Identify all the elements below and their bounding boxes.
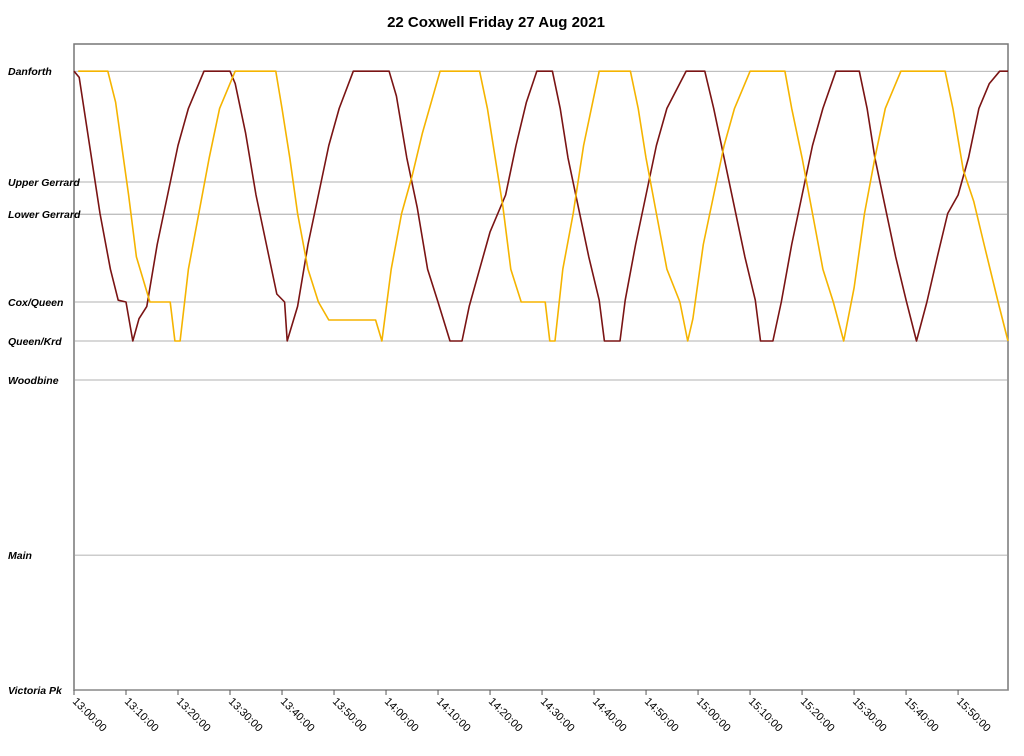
y-tick-label: Victoria Pk <box>8 685 63 697</box>
x-tick-label: 15:30:00 <box>850 696 889 735</box>
x-tick-label: 13:30:00 <box>226 696 265 735</box>
y-tick-label: Woodbine <box>8 375 59 387</box>
x-tick-label: 15:50:00 <box>954 696 993 735</box>
x-tick-label: 15:40:00 <box>902 696 941 735</box>
y-tick-label: Lower Gerrard <box>8 209 81 221</box>
y-tick-label: Danforth <box>8 66 52 78</box>
x-tick-label: 13:20:00 <box>174 696 213 735</box>
series-line <box>78 70 1009 342</box>
series-line <box>73 70 1008 342</box>
x-tick-label: 15:10:00 <box>746 696 785 735</box>
y-tick-label: Cox/Queen <box>8 297 63 309</box>
x-tick-label: 14:40:00 <box>590 696 629 735</box>
x-tick-label: 15:20:00 <box>798 696 837 735</box>
chart-title: 22 Coxwell Friday 27 Aug 2021 <box>387 14 605 31</box>
x-tick-label: 14:10:00 <box>434 696 473 735</box>
y-tick-label: Upper Gerrard <box>8 177 80 189</box>
plot-frame <box>73 43 1009 691</box>
x-tick-label: 14:30:00 <box>538 696 577 735</box>
x-tick-label: 15:00:00 <box>694 696 733 735</box>
x-tick-label: 13:40:00 <box>278 696 317 735</box>
y-tick-label: Main <box>8 550 32 562</box>
y-tick-label: Queen/Krd <box>8 336 62 348</box>
x-tick-label: 13:00:00 <box>70 696 109 735</box>
x-tick-label: 13:50:00 <box>330 696 369 735</box>
x-tick-label: 14:20:00 <box>486 696 525 735</box>
x-tick-label: 14:50:00 <box>642 696 681 735</box>
x-tick-label: 13:10:00 <box>122 696 161 735</box>
x-tick-label: 14:00:00 <box>382 696 421 735</box>
